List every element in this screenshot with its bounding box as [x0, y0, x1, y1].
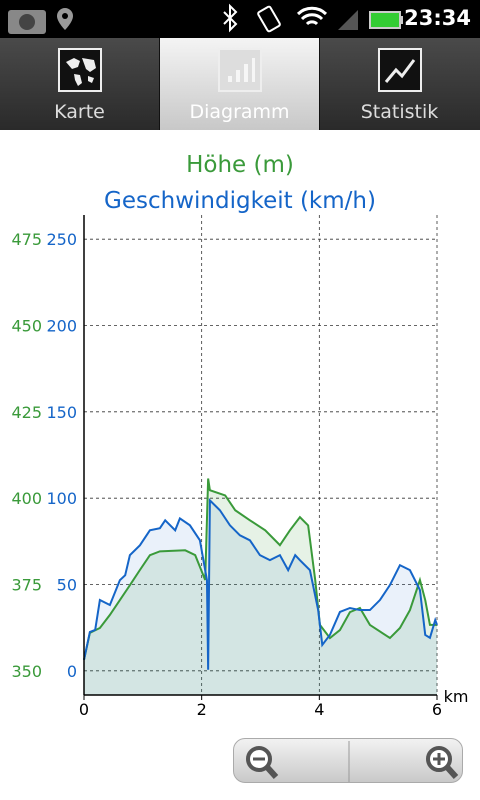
- tab-icon: [378, 48, 422, 92]
- status-icons: [8, 8, 73, 34]
- tab-icon: [218, 48, 262, 92]
- status-bar: 23:34: [0, 0, 480, 38]
- tab-label: Diagramm: [189, 101, 290, 123]
- zoom-controls: [233, 738, 463, 783]
- y-tick-label: 375: [11, 575, 42, 594]
- zoom-icons: [246, 741, 459, 782]
- y2-tick-label: 0: [67, 662, 77, 681]
- y-tick-label: 450: [11, 317, 42, 336]
- x-tick-label: 6: [432, 700, 442, 719]
- x-tick-label: 2: [197, 700, 207, 719]
- y2-tick-label: 200: [46, 317, 77, 336]
- tab-icon: [58, 48, 102, 92]
- y-tick-label: 350: [11, 662, 42, 681]
- y-tick-label: 425: [11, 403, 42, 422]
- status-icons-right: [223, 3, 403, 33]
- y2-tick-label: 50: [57, 575, 77, 594]
- x-tick-label: 0: [79, 700, 89, 719]
- tab-bar: Karte Diagramm Statistik: [0, 38, 480, 130]
- line: [83, 498, 438, 670]
- y2-tick-label: 100: [46, 489, 77, 508]
- y2-tick-label: 250: [46, 230, 77, 249]
- tab-label: Statistik: [360, 101, 439, 123]
- tab[interactable]: Statistik: [320, 38, 479, 130]
- x-axis-label: km: [444, 687, 469, 706]
- chart-title: Geschwindigkeit (km/h): [104, 188, 376, 214]
- area: [84, 478, 437, 695]
- y-tick-label: 400: [11, 489, 42, 508]
- y-tick-label: 475: [11, 230, 42, 249]
- y2-tick-label: 150: [46, 403, 77, 422]
- chart: Höhe (m)Geschwindigkeit (km/h)3503754004…: [11, 152, 469, 719]
- clock: 23:34: [404, 6, 471, 30]
- tab-label: Karte: [54, 101, 105, 123]
- chart-title: Höhe (m): [186, 152, 294, 178]
- tab-selected[interactable]: Diagramm: [160, 38, 320, 130]
- tab[interactable]: Karte: [0, 38, 160, 130]
- zoom-in[interactable]: [426, 746, 459, 780]
- area: [84, 500, 437, 695]
- x-tick-label: 4: [314, 700, 324, 719]
- zoom-out[interactable]: [246, 746, 279, 780]
- line: [83, 478, 437, 660]
